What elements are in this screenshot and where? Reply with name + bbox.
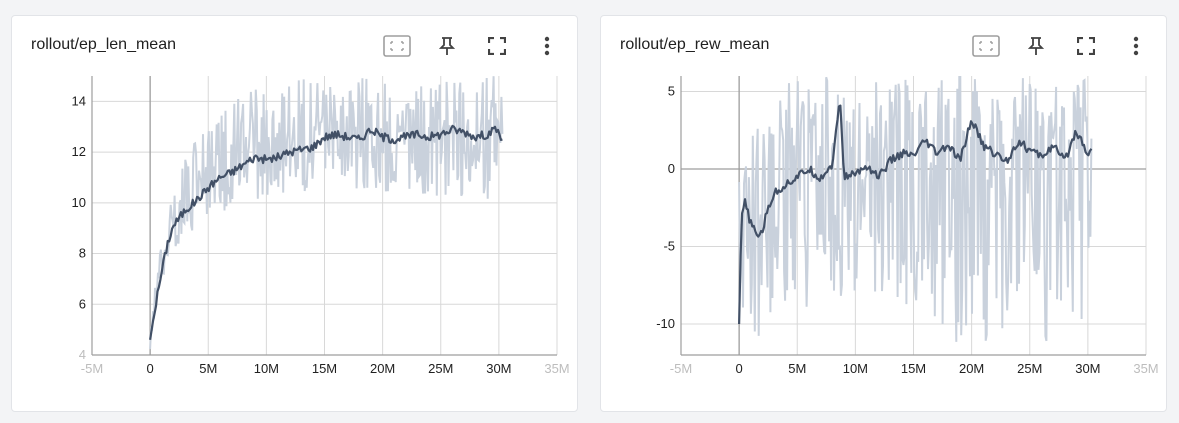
y-tick-label: 0 (668, 161, 675, 176)
smoothed-series-line (738, 104, 1093, 325)
fullscreen-icon[interactable] (1072, 33, 1100, 59)
raw-series-line (738, 76, 1093, 342)
x-tick-label: -5M (81, 361, 103, 376)
chart-title: rollout/ep_rew_mean (620, 36, 770, 53)
x-tick-label: 15M (901, 361, 926, 376)
x-tick-label: 30M (486, 361, 511, 376)
line-chart: -5M 0 5M 10M 15M 20M 25M 30M 35M -10 -5 0 5 (656, 76, 1159, 376)
y-tick-label: 8 (79, 246, 86, 261)
pin-icon[interactable] (433, 33, 461, 59)
fullscreen-icon[interactable] (483, 33, 511, 59)
x-tick-label: 20M (959, 361, 984, 376)
x-tick-label: 10M (254, 361, 279, 376)
fit-domain-icon[interactable] (972, 33, 1000, 59)
x-tick-label: 5M (199, 361, 217, 376)
y-tick-label: 12 (72, 144, 86, 159)
y-tick-label: 10 (72, 195, 86, 210)
x-tick-label: 35M (544, 361, 569, 376)
x-tick-label: 5M (788, 361, 806, 376)
chart-title: rollout/ep_len_mean (31, 36, 176, 53)
x-tick-label: 10M (843, 361, 868, 376)
chart-card-ep-len-mean: rollout/ep_len_mean -5M 0 5M 10M 15M 20M 25M 30… (11, 15, 578, 412)
more-vert-icon[interactable] (1122, 33, 1150, 59)
y-tick-label: 6 (79, 296, 86, 311)
x-tick-label: 30M (1075, 361, 1100, 376)
y-tick-label: 4 (79, 347, 86, 362)
x-tick-label: -5M (670, 361, 692, 376)
y-tick-label: 14 (72, 93, 86, 108)
x-tick-label: 25M (1017, 361, 1042, 376)
x-tick-label: 15M (312, 361, 337, 376)
smoothed-series-line (149, 124, 503, 340)
line-chart: -5M 0 5M 10M 15M 20M 25M 30M 35M 4 6 8 10 12 14 (72, 76, 570, 376)
card-toolbar (383, 33, 561, 59)
card-toolbar (972, 33, 1150, 59)
pin-icon[interactable] (1022, 33, 1050, 59)
x-tick-label: 0 (147, 361, 154, 376)
y-tick-label: -10 (656, 316, 675, 331)
y-tick-label: -5 (663, 239, 675, 254)
x-tick-label: 0 (736, 361, 743, 376)
more-vert-icon[interactable] (533, 33, 561, 59)
fit-domain-icon[interactable] (383, 33, 411, 59)
series-group (149, 76, 504, 350)
x-tick-label: 25M (428, 361, 453, 376)
raw-series-line (149, 76, 504, 350)
y-tick-label: 5 (668, 84, 675, 99)
x-tick-label: 20M (370, 361, 395, 376)
x-tick-label: 35M (1133, 361, 1158, 376)
chart-card-ep-rew-mean: rollout/ep_rew_mean -5M 0 5M 10M 15M 20M 25M 30… (600, 15, 1167, 412)
series-group (738, 76, 1093, 342)
